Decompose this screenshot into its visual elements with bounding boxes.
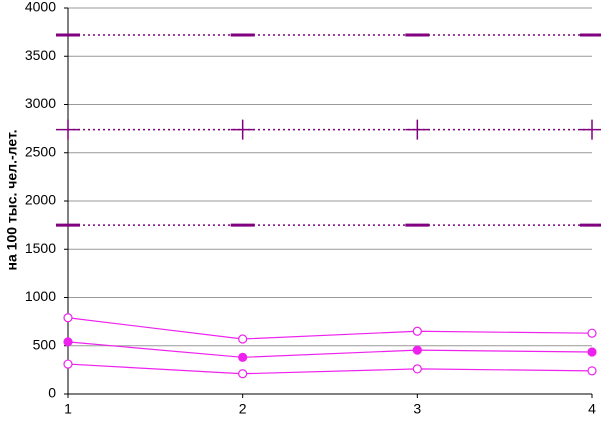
marker (230, 119, 255, 140)
marker (587, 366, 597, 376)
y-tick-label: 3000 (25, 95, 56, 111)
series-line (67, 341, 593, 358)
x-tick-label: 2 (239, 401, 247, 417)
x-tick-label: 4 (588, 401, 596, 417)
series-line (67, 363, 593, 375)
marker (238, 334, 248, 344)
marker (587, 328, 597, 338)
marker (238, 352, 248, 362)
marker (580, 119, 601, 140)
y-tick-label: 2500 (25, 143, 56, 159)
y-tick-label: 1000 (25, 288, 56, 304)
y-tick-label: 500 (33, 336, 57, 352)
marker (63, 359, 73, 369)
marker (412, 345, 422, 355)
series-line (67, 317, 593, 340)
y-tick-label: 3500 (25, 47, 56, 63)
marker (412, 364, 422, 374)
marker (587, 347, 597, 357)
x-tick-label: 1 (64, 401, 72, 417)
marker (405, 119, 430, 140)
marker (56, 119, 80, 140)
y-tick-label: 1500 (25, 240, 56, 256)
y-axis-label: на 100 тыс. чел.-лет. (4, 130, 20, 271)
y-tick-label: 2000 (25, 192, 56, 208)
x-tick-label: 3 (413, 401, 421, 417)
marker (238, 369, 248, 379)
marker (63, 337, 73, 347)
marker (63, 313, 73, 323)
marker (412, 326, 422, 336)
y-tick-label: 4000 (25, 0, 56, 15)
y-tick-label: 0 (48, 385, 56, 401)
